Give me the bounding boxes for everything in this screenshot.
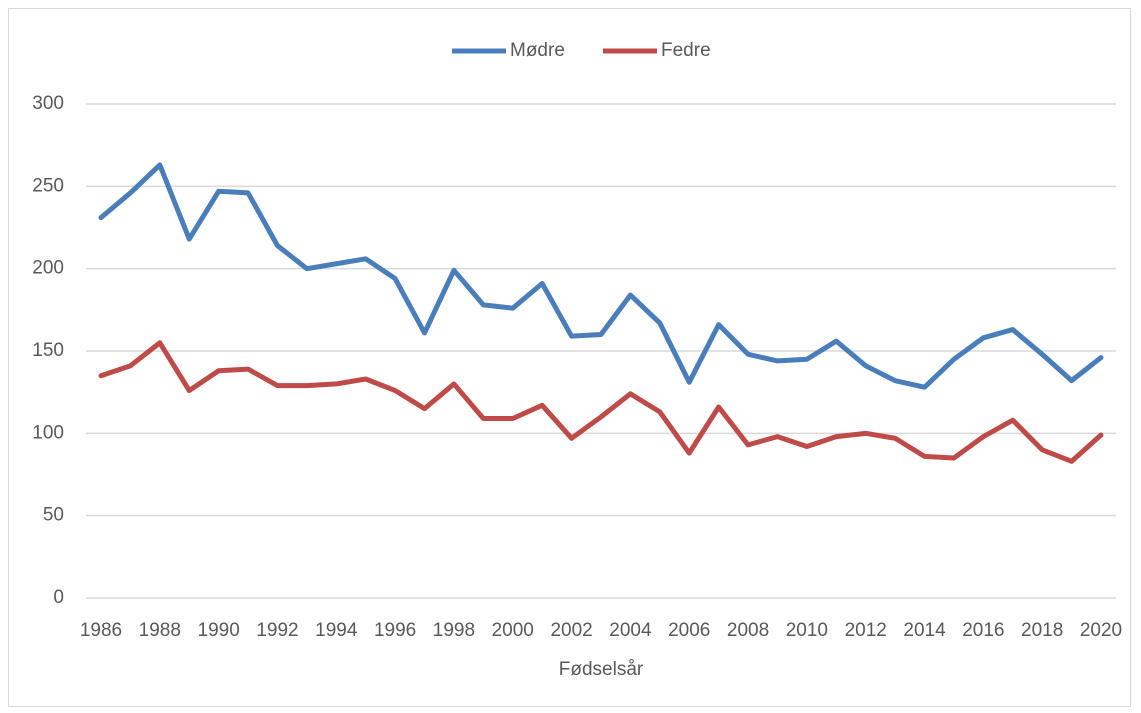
x-tick-label: 1986 [80,620,122,641]
legend-label: Mødre [510,40,565,61]
x-tick-label: 1994 [315,620,358,641]
x-tick-label: 1996 [374,620,416,641]
series-line [98,340,1104,464]
x-tick-label: 1990 [198,620,240,641]
x-tick-label: 2006 [668,620,710,641]
legend-label: Fedre [661,40,711,61]
y-tick-label: 200 [32,258,64,279]
x-tick-label: 1992 [256,620,298,641]
x-tick-label: 2016 [962,620,1004,641]
x-tick-label: 1998 [433,620,475,641]
x-tick-label: 2014 [903,620,946,641]
x-tick-label: 2008 [727,620,769,641]
y-tick-label: 150 [32,340,64,361]
x-tick-label: 2004 [609,620,652,641]
x-axis-title: Fødselsår [559,659,644,680]
series-line [98,162,1104,390]
y-tick-label: 50 [43,505,64,526]
chart-frame [8,8,1131,707]
y-tick-label: 100 [32,422,64,443]
x-tick-label: 2010 [786,620,828,641]
y-tick-label: 250 [32,175,64,196]
x-tick-label: 2002 [550,620,592,641]
y-tick-label: 0 [53,587,64,608]
x-tick-label: 2020 [1080,620,1122,641]
x-tick-label: 2018 [1021,620,1063,641]
x-tick-label: 1988 [139,620,181,641]
y-tick-label: 300 [32,93,64,114]
x-tick-label: 2000 [492,620,534,641]
x-tick-label: 2012 [845,620,887,641]
